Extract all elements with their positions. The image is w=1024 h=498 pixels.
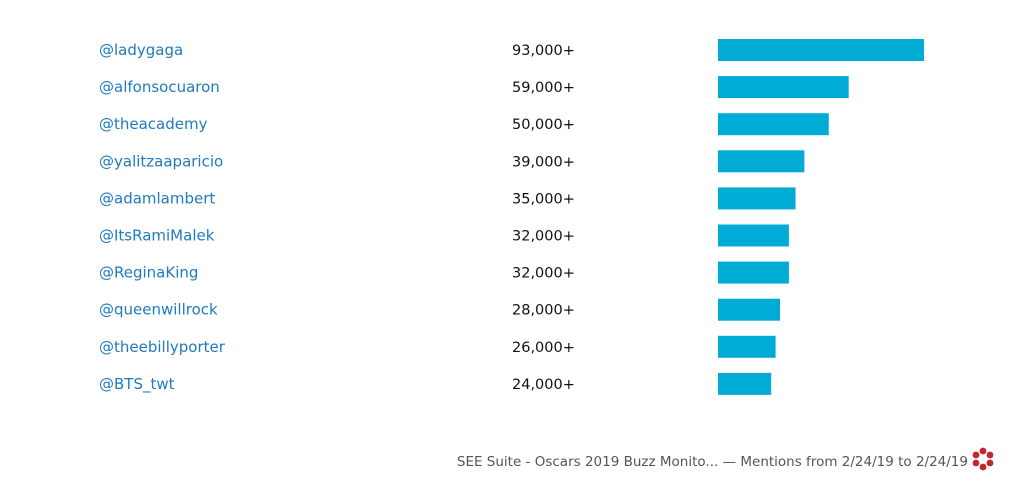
flower-logo-icon: [972, 447, 994, 471]
handle-link[interactable]: @yalitzaaparicio: [99, 152, 223, 170]
table-row: @queenwillrock 28,000+: [99, 298, 781, 321]
table-row: @theebillyporter 26,000+: [99, 335, 776, 358]
handle-link[interactable]: @ladygaga: [99, 41, 183, 59]
footer-caption: SEE Suite - Oscars 2019 Buzz Monito... —…: [456, 454, 968, 470]
mention-bar: [718, 187, 796, 210]
mention-count-label: 28,000+: [512, 303, 575, 319]
mention-count-label: 26,000+: [512, 340, 575, 356]
mention-count-label: 24,000+: [512, 377, 575, 393]
mention-bar: [718, 113, 829, 136]
table-row: @alfonsocuaron 59,000+: [99, 76, 849, 99]
table-row: @yalitzaaparicio 39,000+: [99, 150, 805, 173]
table-row: @adamlambert 35,000+: [99, 187, 796, 210]
handle-link[interactable]: @queenwillrock: [99, 301, 218, 319]
handle-link[interactable]: @theacademy: [99, 115, 208, 133]
table-row: @ladygaga 93,000+: [99, 39, 924, 61]
mention-bar: [718, 150, 805, 173]
mention-bar: [718, 224, 789, 247]
handle-link[interactable]: @ItsRamiMalek: [99, 227, 215, 245]
mention-bar: [718, 261, 789, 284]
handle-link[interactable]: @ReginaKing: [99, 264, 198, 282]
mention-bar: [718, 76, 849, 99]
mention-bar: [718, 372, 772, 395]
handle-link[interactable]: @BTS_twt: [99, 375, 175, 394]
mention-count-label: 50,000+: [512, 117, 575, 133]
table-row: @ItsRamiMalek 32,000+: [99, 224, 789, 247]
handle-link[interactable]: @alfonsocuaron: [99, 78, 220, 96]
mention-count-label: 32,000+: [512, 229, 575, 245]
handle-link[interactable]: @theebillyporter: [99, 338, 226, 356]
mention-count-label: 59,000+: [512, 80, 575, 96]
table-row: @BTS_twt 24,000+: [99, 372, 772, 395]
mention-bar: [718, 335, 776, 358]
mention-count-label: 35,000+: [512, 191, 575, 207]
handle-link[interactable]: @adamlambert: [99, 189, 215, 207]
mention-count-label: 32,000+: [512, 266, 575, 282]
table-row: @theacademy 50,000+: [99, 113, 829, 136]
mention-count-label: 39,000+: [512, 154, 575, 170]
table-row: @ReginaKing 32,000+: [99, 261, 789, 284]
mention-bar: [718, 39, 924, 61]
mention-bar: [718, 298, 781, 321]
mention-count-label: 93,000+: [512, 43, 575, 59]
